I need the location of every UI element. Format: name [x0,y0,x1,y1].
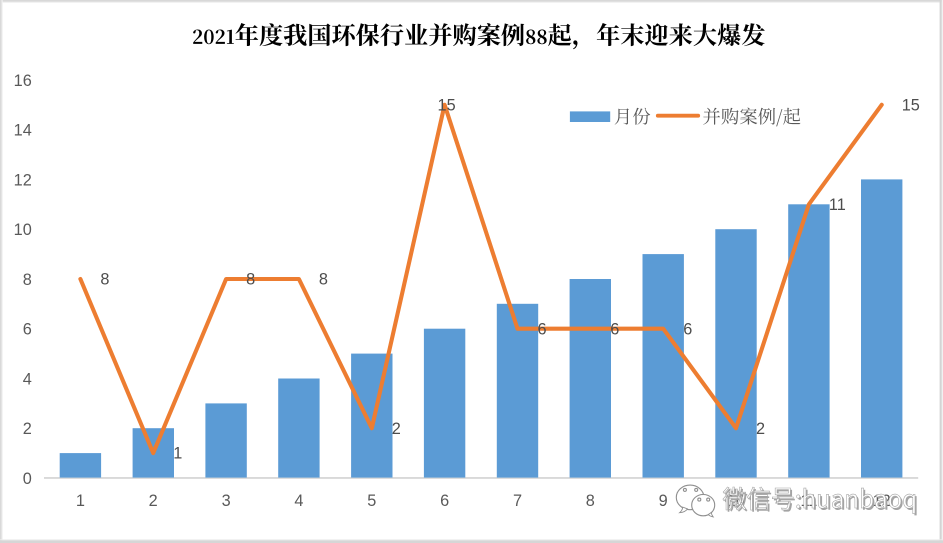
svg-text:10: 10 [14,221,32,239]
svg-text:12: 12 [14,171,32,189]
svg-text:3: 3 [222,492,231,510]
svg-text:0: 0 [23,470,32,488]
svg-text:6: 6 [683,320,692,338]
svg-text:15: 15 [902,96,920,114]
svg-text:6: 6 [538,320,547,338]
svg-text:6: 6 [440,492,449,510]
svg-text:6: 6 [23,321,32,339]
svg-text:8: 8 [246,271,255,289]
svg-text:15: 15 [438,96,456,114]
svg-text:7: 7 [513,492,522,510]
svg-text:2: 2 [149,492,158,510]
svg-text:4: 4 [23,370,32,388]
svg-text:1: 1 [173,445,182,463]
svg-text:4: 4 [294,492,303,510]
svg-text:5: 5 [367,492,376,510]
svg-text:8: 8 [100,271,109,289]
svg-text:8: 8 [586,492,595,510]
svg-text:8: 8 [319,271,328,289]
svg-text:11: 11 [829,196,846,214]
svg-text:2: 2 [756,420,765,438]
svg-text:2: 2 [23,420,32,438]
svg-text:6: 6 [610,320,619,338]
svg-text:16: 16 [14,72,32,90]
svg-text:2: 2 [392,420,401,438]
svg-text:9: 9 [659,492,668,510]
svg-text:8: 8 [23,271,32,289]
svg-text:14: 14 [14,122,32,140]
svg-text:1: 1 [76,492,85,510]
